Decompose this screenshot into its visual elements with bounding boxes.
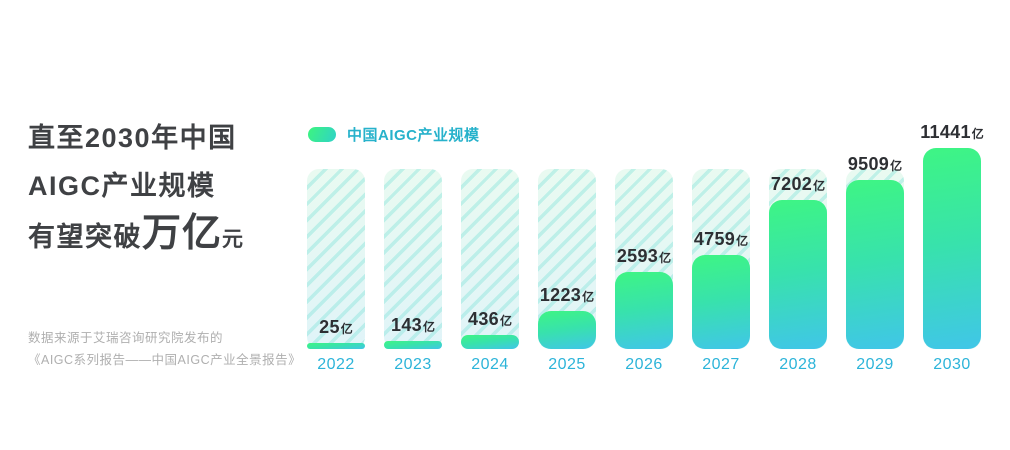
bar-column-2023: 143 亿 2023 [384, 105, 442, 373]
year-label: 2027 [702, 356, 740, 373]
headline-line2: AIGC产业规模 [28, 171, 216, 201]
value-label: 436 亿 [468, 309, 512, 330]
value-unit: 亿 [890, 159, 903, 173]
headline-line3-suffix: 元 [222, 228, 245, 251]
source-note: 数据来源于艾瑞咨询研究院发布的 《AIGC系列报告——中国AIGC产业全景报告》 [28, 327, 301, 371]
year-label: 2025 [548, 356, 586, 373]
bar-column-2027: 4759 亿 2027 [692, 105, 750, 373]
value-unit: 亿 [971, 127, 984, 141]
source-note-line2: 《AIGC系列报告——中国AIGC产业全景报告》 [28, 353, 302, 367]
value-number: 25 [319, 317, 340, 337]
bar [769, 200, 827, 349]
headline-line3-prefix: 有望突破 [28, 222, 142, 252]
bar-track [461, 169, 519, 349]
value-label: 25 亿 [319, 317, 353, 338]
value-number: 436 [468, 309, 499, 329]
chart-legend: 中国AIGC产业规模 [308, 124, 480, 145]
value-unit: 亿 [422, 320, 435, 334]
headline-line3: 有望突破 万亿 元 [28, 210, 244, 264]
value-unit: 亿 [340, 322, 353, 336]
bar [846, 180, 904, 349]
value-number: 143 [391, 315, 422, 335]
value-unit: 亿 [659, 251, 672, 265]
value-label: 1223 亿 [540, 285, 594, 306]
bar [461, 335, 519, 349]
bar-column-2026: 2593 亿 2026 [615, 105, 673, 373]
bar [384, 341, 442, 349]
value-number: 7202 [770, 174, 813, 194]
bar-column-2024: 436 亿 2024 [461, 105, 519, 373]
value-label: 2593 亿 [617, 246, 671, 267]
bar-column-2029: 9509 亿 2029 [846, 105, 904, 373]
value-unit: 亿 [813, 179, 826, 193]
bar [615, 272, 673, 349]
bar [692, 255, 750, 349]
year-label: 2029 [856, 356, 894, 373]
headline-line1: 直至2030年中国 [28, 123, 237, 153]
year-label: 2030 [933, 356, 971, 373]
value-unit: 亿 [499, 314, 512, 328]
value-number: 2593 [616, 246, 659, 266]
bar-track [384, 169, 442, 349]
bar [307, 343, 365, 349]
value-unit: 亿 [736, 234, 749, 248]
bar-column-2025: 1223 亿 2025 [538, 105, 596, 373]
bar-column-2030: 11441 亿 2030 [920, 105, 984, 373]
value-label: 11441 亿 [920, 122, 984, 143]
bar [923, 148, 981, 349]
value-label: 143 亿 [391, 315, 435, 336]
headline-line3-highlight: 万亿 [142, 212, 223, 255]
value-label: 7202 亿 [771, 174, 825, 195]
value-label: 4759 亿 [694, 229, 748, 250]
bar-column-2022: 25 亿 2022 [307, 105, 365, 373]
headline: 直至2030年中国 AIGC产业规模 有望突破 万亿 元 [28, 114, 244, 264]
bar [538, 311, 596, 349]
year-label: 2022 [317, 356, 355, 373]
legend-swatch-icon [308, 127, 336, 142]
value-label: 9509 亿 [848, 154, 902, 175]
value-number: 4759 [693, 229, 736, 249]
year-label: 2028 [779, 356, 817, 373]
value-unit: 亿 [582, 290, 595, 304]
bar-track [307, 169, 365, 349]
bar-chart: 25 亿 2022 143 亿 2023 436 亿 2024 1223 亿 2025 2593 亿 202… [307, 105, 984, 373]
legend-label: 中国AIGC产业规模 [347, 127, 480, 144]
source-note-line1: 数据来源于艾瑞咨询研究院发布的 [28, 331, 224, 345]
value-number: 9509 [847, 154, 890, 174]
year-label: 2026 [625, 356, 663, 373]
value-number: 1223 [539, 285, 582, 305]
year-label: 2023 [394, 356, 432, 373]
year-label: 2024 [471, 356, 509, 373]
bar-column-2028: 7202 亿 2028 [769, 105, 827, 373]
value-number: 11441 [920, 122, 971, 142]
